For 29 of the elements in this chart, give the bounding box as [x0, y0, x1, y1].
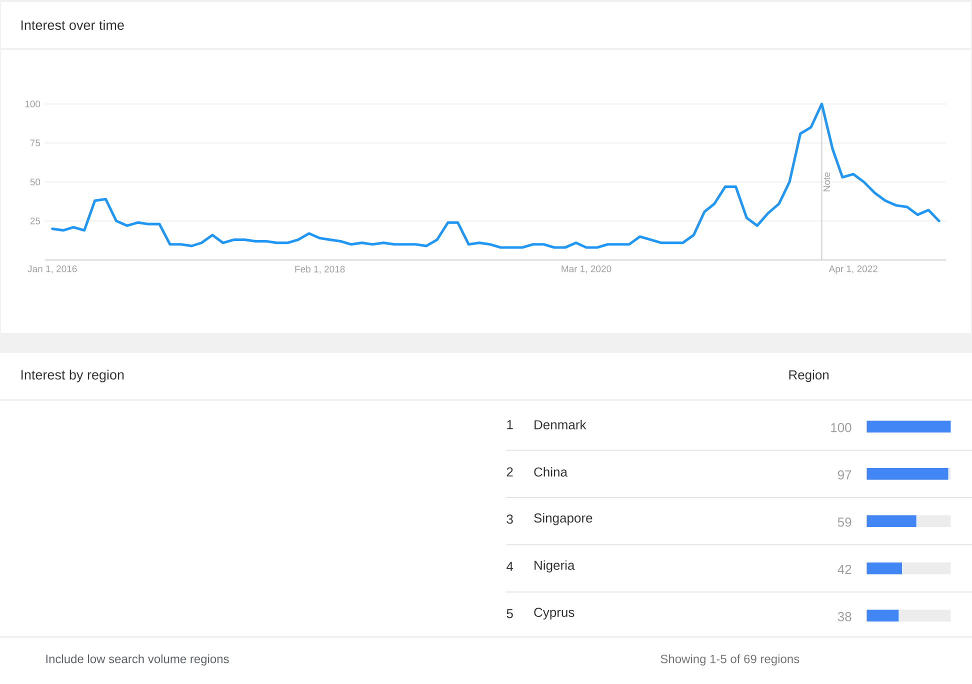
text: Interest by region [21, 370, 124, 382]
x-tick-label: Feb 1, 2018 [295, 265, 345, 274]
y-tick-label: Nigeria [534, 560, 575, 572]
x-tick-label: Jan 1, 2016 [28, 265, 77, 274]
y-tick-label: Singapore [534, 513, 592, 526]
data-label: 42 [838, 564, 852, 574]
y-tick-label: Cyprus [534, 608, 574, 620]
text: Include low search volume regions [46, 654, 229, 666]
data-label: 97 [838, 470, 852, 480]
text: 5 [506, 609, 513, 618]
data-label: 38 [838, 612, 852, 622]
text: Showing 1-5 of 69 regions [660, 654, 800, 666]
y-tick-label: 75 [30, 140, 40, 146]
chart-title: Interest over time [21, 20, 124, 30]
y-tick-label: 25 [30, 218, 40, 224]
y-tick-label: China [534, 467, 568, 477]
ref-line-label: Note [823, 172, 830, 192]
y-tick-label: 50 [30, 178, 40, 186]
text: 2 [506, 467, 513, 476]
x-tick-label: Apr 1, 2022 [828, 265, 878, 274]
text: 3 [506, 514, 513, 524]
y-tick-label: 100 [25, 100, 40, 108]
text: 4 [506, 562, 514, 571]
y-tick-label: Denmark [534, 420, 586, 430]
text: 1 [507, 420, 513, 430]
x-tick-label: Mar 1, 2020 [562, 265, 612, 274]
data-label: 100 [831, 423, 852, 432]
data-label: 59 [838, 518, 852, 527]
text: Region [789, 370, 829, 382]
